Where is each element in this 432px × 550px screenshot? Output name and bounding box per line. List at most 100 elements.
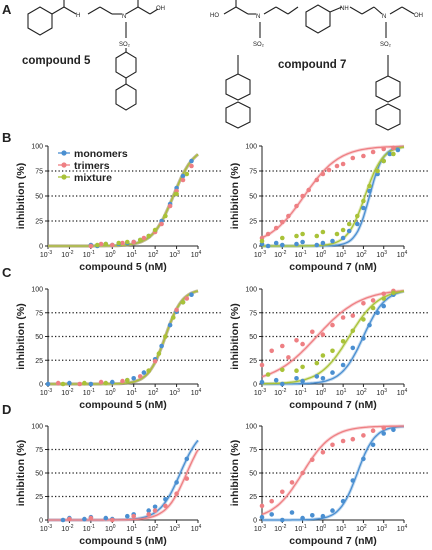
x-tick-label: 10-2	[274, 388, 286, 397]
biphenyl-ring-1	[115, 51, 137, 79]
compound-5-structure	[27, 0, 159, 111]
mixture-point	[280, 235, 285, 241]
mixture-point	[381, 158, 387, 164]
y-tick-label: 0	[39, 382, 43, 389]
mixture-point	[361, 317, 366, 322]
monomers-point	[381, 303, 387, 309]
trimers-point	[280, 343, 285, 349]
monomers-point	[60, 517, 66, 523]
y-tick-label: 50	[35, 334, 43, 341]
monomers-point	[300, 378, 305, 384]
x-axis-title: compound 7 (nM)	[289, 399, 377, 411]
mixture-point	[355, 213, 360, 219]
biphenyl-left-ring-2	[225, 101, 251, 129]
y-tick-label: 100	[245, 287, 257, 294]
trimers-point	[294, 338, 299, 343]
plot-d-compound-5: 0 25 50 75 100 10-3 10-2 10-1 100 101 102 103 104 com…	[15, 424, 222, 547]
mixture-point	[294, 368, 299, 374]
monomers-point	[289, 510, 295, 515]
monomers-point	[82, 516, 87, 522]
trimers-point	[152, 508, 158, 513]
mixture-point	[350, 328, 356, 334]
x-tick-label: 10-1	[294, 524, 306, 533]
trimers-point	[67, 516, 72, 522]
y-tick-label: 100	[31, 424, 43, 431]
biphenyl-left-ring-1	[225, 73, 251, 101]
compound-7-label: compound 7	[278, 59, 346, 71]
y-tick-label: 25	[249, 358, 257, 365]
mixture-point	[156, 351, 162, 356]
y-tick-label: 25	[249, 219, 257, 226]
trimers-point	[152, 358, 158, 364]
trimers-point	[189, 163, 194, 169]
y-axis-title: inhibition (%)	[229, 440, 241, 506]
x-tick-label: 101	[336, 524, 347, 533]
monomers-point	[340, 235, 346, 241]
mixture-point	[125, 377, 130, 383]
monomers-point	[391, 427, 396, 433]
x-tick-label: 10-2	[61, 524, 73, 533]
monomers-point	[350, 345, 356, 351]
y-axis-title: inhibition (%)	[15, 163, 27, 229]
monomers-point	[361, 205, 366, 211]
mixture-point	[320, 229, 326, 235]
trimers-point	[269, 498, 275, 504]
monomers-point	[294, 376, 299, 381]
trimers-point	[310, 457, 315, 463]
trimers-point	[163, 503, 168, 509]
trimers-point	[141, 235, 147, 241]
trimers-point	[320, 450, 326, 455]
svg-text:H: H	[76, 13, 80, 19]
y-tick-label: 75	[35, 169, 43, 176]
trimers-point	[131, 239, 136, 245]
y-tick-label: 50	[35, 194, 43, 201]
monomers-point	[280, 381, 285, 387]
panel-letter-b: B	[2, 130, 11, 145]
monomers-point	[314, 242, 320, 248]
mixture-point	[391, 290, 396, 296]
mixture-point	[330, 348, 335, 354]
monomers-point	[280, 242, 285, 248]
isophthaloyl-ring	[305, 4, 331, 34]
monomers-point	[375, 310, 380, 316]
monomers-point	[381, 431, 387, 436]
x-tick-label: 10-2	[274, 250, 286, 259]
svg-text:N: N	[122, 14, 126, 20]
monomers-point	[45, 381, 51, 387]
trimers-point	[88, 243, 94, 249]
panel-letter-c: C	[2, 265, 12, 280]
mixture-point	[320, 353, 326, 358]
mixture-point	[381, 296, 387, 301]
mixture-fit-band	[48, 289, 199, 386]
monomers-point	[174, 480, 179, 485]
trimers-point	[381, 425, 387, 431]
legend-label-trimers: trimers	[74, 160, 110, 172]
x-tick-label: 102	[356, 250, 367, 259]
monomers-point	[125, 513, 130, 519]
compound-5-label: compound 5	[22, 55, 91, 67]
x-tick-label: 103	[169, 388, 180, 397]
monomers-point	[103, 515, 109, 521]
compound-7-structure	[223, 0, 415, 131]
biphenyl-right-ring-2	[375, 103, 401, 131]
trimers-point	[286, 213, 291, 219]
x-tick-label: 10-2	[274, 524, 286, 533]
x-tick-label: 10-2	[61, 388, 73, 397]
trimers-point	[259, 503, 265, 509]
x-tick-label: 10-3	[40, 250, 52, 259]
monomers-point	[367, 322, 372, 328]
monomers-point	[259, 514, 265, 520]
mixture-point	[367, 183, 372, 189]
mixture-point	[171, 315, 176, 320]
trimers-point	[289, 480, 295, 485]
monomers-point	[320, 513, 326, 519]
trimers-point	[350, 155, 356, 161]
y-tick-label: 25	[35, 494, 43, 501]
x-tick-label: 10-3	[254, 388, 266, 397]
y-tick-label: 100	[31, 144, 43, 151]
svg-text:OH: OH	[156, 6, 165, 12]
mixture-point	[370, 305, 376, 311]
monomers-point	[146, 508, 151, 513]
x-tick-label: 102	[148, 250, 159, 259]
monomers-fit-band	[48, 153, 199, 248]
